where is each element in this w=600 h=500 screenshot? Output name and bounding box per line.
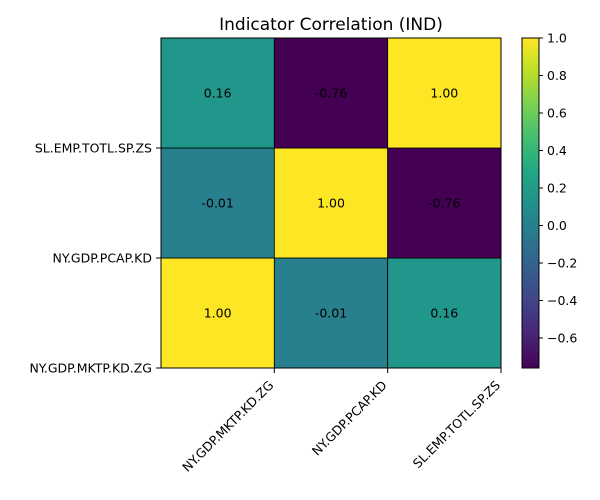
cell-value-label: 1.00 <box>204 306 232 321</box>
cell-value-label: 0.16 <box>204 86 232 101</box>
cell-value-label: 1.00 <box>317 196 345 211</box>
heatmap-cell-labels: 1.00 -0.01 0.16 -0.01 1.00 -0.76 0.16 -0.76 1.00 <box>201 86 460 321</box>
cell-value-label: -0.76 <box>428 196 460 211</box>
x-tick-label: NY.GDP.PCAP.KD <box>309 378 390 459</box>
chart-title: Indicator Correlation (IND) <box>219 15 443 35</box>
colorbar-tick-label: 1.0 <box>547 31 567 46</box>
heatmap-cell <box>387 37 502 149</box>
colorbar <box>521 37 540 369</box>
cell-value-label: 1.00 <box>430 86 458 101</box>
heatmap-cell <box>160 147 275 259</box>
colorbar-tick-label: 0.6 <box>547 106 567 121</box>
x-tick-label: NY.GDP.MKTP.KD.ZG <box>179 378 276 475</box>
cell-value-label: -0.01 <box>201 196 233 211</box>
heatmap-cell <box>160 257 275 369</box>
cell-value-label: -0.01 <box>315 306 347 321</box>
heatmap-cell <box>273 37 389 149</box>
x-axis: NY.GDP.MKTP.KD.ZG NY.GDP.PCAP.KD SL.EMP.TO… <box>179 368 503 475</box>
cell-value-label: -0.76 <box>315 86 347 101</box>
y-tick-label: SL.EMP.TOTL.SP.ZS <box>35 141 152 156</box>
heatmap-cell <box>160 37 275 149</box>
colorbar-tick-label: 0.4 <box>547 143 567 158</box>
colorbar-tick-label: 0.0 <box>547 218 567 233</box>
plot-frame <box>160 37 502 369</box>
y-tick-label: NY.GDP.MKTP.KD.ZG <box>29 361 152 376</box>
colorbar-tick-label: −0.6 <box>547 331 577 346</box>
y-tick-label: NY.GDP.PCAP.KD <box>52 251 152 266</box>
cell-value-label: 0.16 <box>430 306 458 321</box>
heatmap-cells <box>160 37 502 369</box>
colorbar-ticks: 1.0 0.8 0.6 0.4 0.2 0.0 −0.2 −0.4 −0.6 <box>539 31 577 346</box>
colorbar-tick-label: −0.2 <box>547 256 577 271</box>
x-tick-label: SL.EMP.TOTL.SP.ZS <box>410 377 503 470</box>
y-axis: NY.GDP.MKTP.KD.ZG NY.GDP.PCAP.KD SL.EMP.TO… <box>29 141 161 376</box>
heatmap-cell <box>387 147 502 259</box>
heatmap-cell <box>273 257 389 369</box>
heatmap-cell <box>273 147 389 259</box>
colorbar-tick-label: 0.8 <box>547 68 567 83</box>
colorbar-tick-label: 0.2 <box>547 181 567 196</box>
colorbar-tick-label: −0.4 <box>547 293 577 308</box>
